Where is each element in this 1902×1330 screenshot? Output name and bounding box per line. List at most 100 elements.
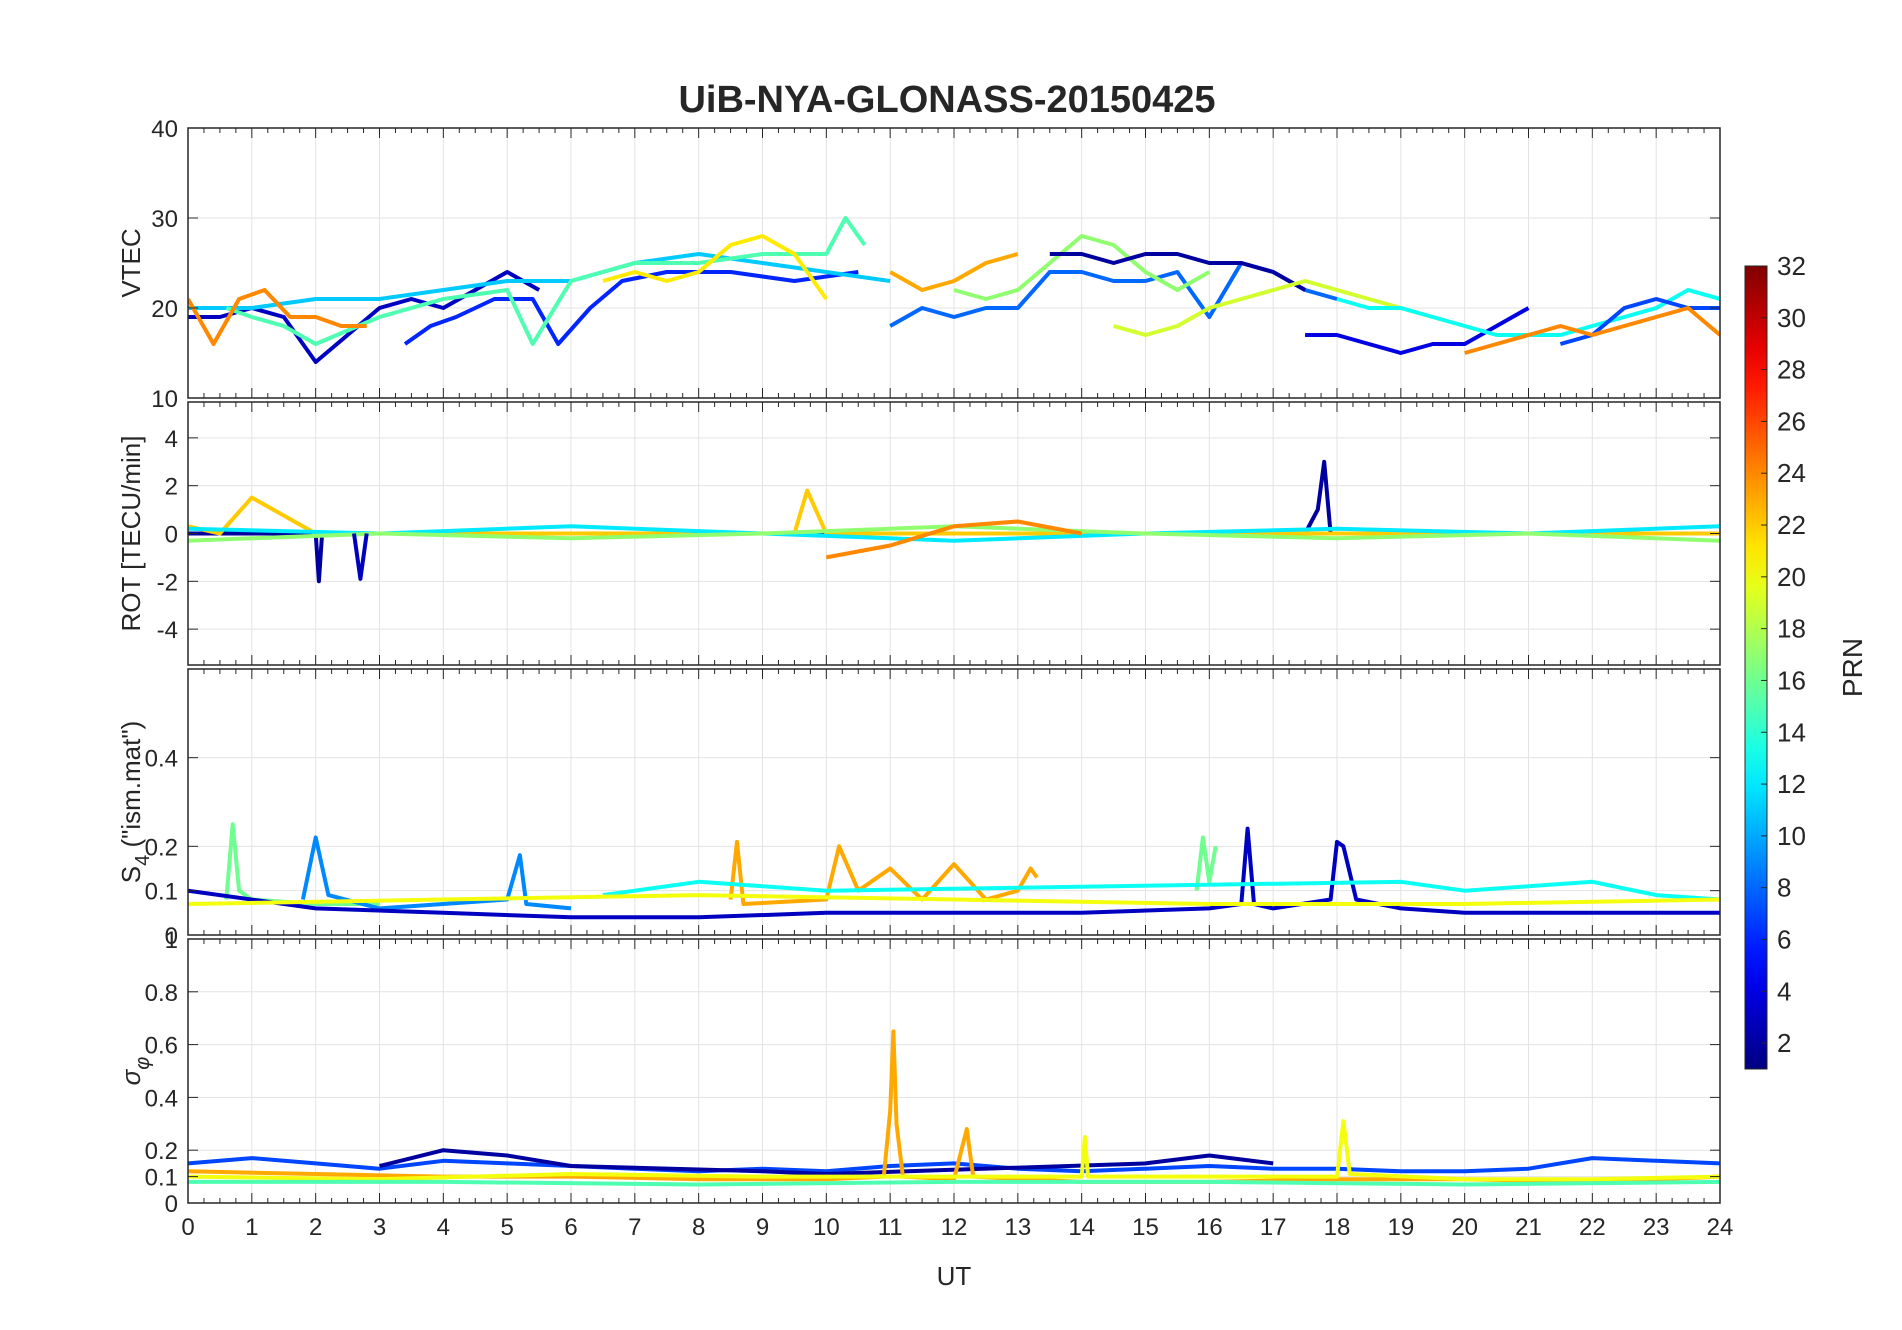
y-tick-label: 2 [165,474,178,501]
colorbar-tick-label: 20 [1777,562,1806,592]
colorbar-label: PRN [1837,638,1868,697]
y-tick-label: 0.1 [145,879,178,906]
y-axis-label: VTEC [116,228,146,297]
series-line-prn-11 [188,252,891,310]
y-tick-label: -2 [157,569,178,596]
series-line-prn-21 [602,234,828,301]
series-line-prn-7 [188,1156,1720,1174]
series-line-prn-6 [403,270,859,346]
y-tick-label: 4 [165,426,178,453]
series-group [188,1029,1720,1187]
y-tick-label: 0.6 [145,1033,178,1060]
series-group [188,216,1720,364]
x-tick-label: 12 [941,1214,968,1241]
x-axis: 0 1 2 3 4 5 6 7 8 9 10 11 12 13 14 15 16 17 18 19 20 21 22 23 24 [181,1214,1733,1241]
series-line-prn-22 [188,488,1720,536]
y-tick-label: 30 [151,206,178,233]
colorbar-tick-label: 18 [1777,614,1806,644]
x-tick-label: 5 [500,1214,513,1241]
colorbar-tick-label: 12 [1777,769,1806,799]
y-tick-label: 0 [165,923,178,950]
series-line-prn-9 [300,835,572,911]
colorbar-tick-label: 16 [1777,665,1806,695]
x-tick-label: 24 [1707,1214,1734,1241]
series-line-prn-12 [188,524,1720,543]
series-line-prn-24 [1464,306,1720,355]
colorbar-tick-label: 4 [1777,976,1791,1006]
x-tick-label: 18 [1324,1214,1351,1241]
y-axis-label: S4 ("ism.mat") [116,721,154,883]
series-line-prn-20 [188,893,1720,906]
colorbar-tick-label: 2 [1777,1028,1791,1058]
y-tick-label: 0.1 [145,1165,178,1192]
series-line-prn-15 [225,216,867,346]
x-tick-label: 20 [1451,1214,1478,1241]
x-tick-label: 11 [878,1214,903,1241]
colorbar-tick-label: 32 [1777,251,1806,281]
x-tick-label: 7 [628,1214,641,1241]
figure-title: UiB-NYA-GLONASS-20150425 [678,79,1215,121]
series-line-prn-23 [188,1029,1720,1184]
y-tick-label: 0.8 [145,980,178,1007]
colorbar-tick-label: 6 [1777,924,1791,954]
x-tick-label: 17 [1260,1214,1287,1241]
series-line-prn-2 [379,1148,1274,1176]
series-line-prn-16 [224,822,380,906]
colorbar-gradient [1744,265,1768,1070]
y-tick-label: 40 [151,116,178,143]
colorbar-tick-label: 24 [1777,458,1806,488]
colorbar-tick-label: 10 [1777,821,1806,851]
x-tick-label: 15 [1132,1214,1159,1241]
colorbar-tick-label: 22 [1777,510,1806,540]
colorbar-tick-label: 8 [1777,873,1791,903]
x-axis-label: UT [937,1261,972,1291]
x-tick-label: 13 [1004,1214,1031,1241]
colorbar-tick-label: 30 [1777,303,1806,333]
y-tick-label: 0 [165,1191,178,1218]
x-tick-label: 4 [437,1214,450,1241]
x-tick-label: 2 [309,1214,322,1241]
y-tick-label: 0 [165,522,178,549]
x-tick-label: 23 [1643,1214,1670,1241]
series-line-prn-15 [188,1179,1720,1187]
y-tick-label: 0.2 [145,834,178,861]
colorbar-tick-label: 26 [1777,406,1806,436]
y-tick-label: 10 [151,386,178,413]
series-line-prn-3 [352,533,369,581]
series-line-prn-24 [188,288,367,346]
y-tick-label: 20 [151,296,178,323]
series-line-prn-20 [188,1119,1720,1182]
x-tick-label: 6 [564,1214,577,1241]
y-tick-label: 0.2 [145,1138,178,1165]
series-group [188,822,1720,920]
y-tick-label: 0.4 [145,1085,178,1112]
y-tick-label: 0.4 [145,746,178,773]
series-line-prn-4 [1305,306,1530,355]
x-tick-label: 21 [1515,1214,1542,1241]
x-tick-label: 16 [1196,1214,1223,1241]
x-tick-label: 0 [181,1214,194,1241]
panel-1: 10 20 30 40 VTEC [116,116,1721,413]
x-tick-label: 19 [1387,1214,1414,1241]
series-line-prn-2 [1049,252,1307,292]
series-line-prn-23 [728,839,1039,906]
series-line-prn-13 [602,879,1720,902]
x-tick-label: 1 [245,1214,258,1241]
series-line-prn-16 [1194,835,1218,891]
panel-3: 0 0.1 0.2 0.4S4 ("ism.mat") [116,668,1721,950]
series-group [188,459,1720,584]
series-line-prn-23 [889,252,1019,292]
panel-4: 00.10.2 0.4 0.6 0.8 1 σφ [116,927,1721,1218]
x-tick-label: 3 [373,1214,386,1241]
y-tick-label: 1 [165,927,178,954]
x-tick-label: 8 [692,1214,705,1241]
panel-2: -4 -2 0 2 4 ROT [TECU/min] [116,401,1721,666]
y-axis-label: ROT [TECU/min] [116,436,146,632]
colorbar-tick-label: 14 [1777,717,1806,747]
y-axis-label: σφ [116,1057,154,1086]
x-tick-label: 9 [756,1214,769,1241]
